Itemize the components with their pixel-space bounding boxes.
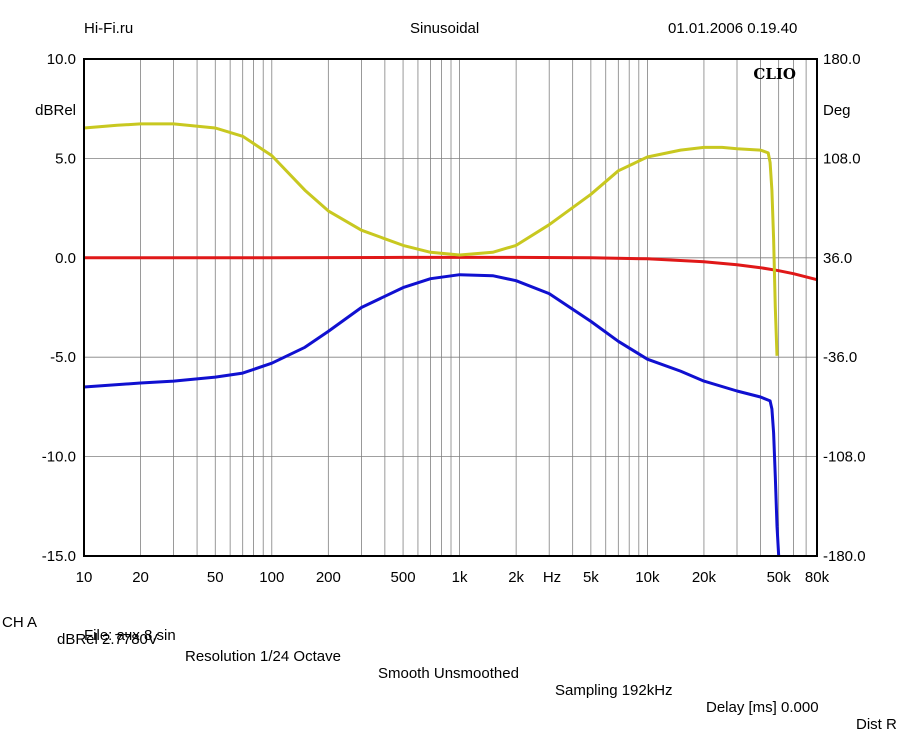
y-left-tick-label: -15.0	[42, 548, 76, 565]
delay-label: Delay [ms] 0.000	[706, 699, 819, 716]
x-tick-label: 2k	[508, 569, 524, 586]
x-tick-label: 50	[207, 569, 224, 586]
channel-label: CH A	[2, 614, 38, 631]
x-tick-label: 200	[316, 569, 341, 586]
y-right-tick-label: -180.0	[823, 548, 866, 565]
file-name: File: ачх 8.sin	[84, 627, 176, 644]
header-datetime: 01.01.2006 0.19.40	[668, 20, 798, 37]
dist-label: Dist R	[856, 716, 897, 733]
plot-background	[84, 59, 817, 556]
x-tick-label: 10k	[635, 569, 660, 586]
y-left-tick-label: 10.0	[47, 51, 76, 68]
sampling-label: Sampling 192kHz	[555, 682, 673, 699]
y-left-axis-label: dBRel	[35, 102, 76, 119]
header-mode: Sinusoidal	[410, 20, 480, 37]
series-group	[83, 122, 818, 557]
tick-labels: 10 20 50 100 200 500 1k 2k 5k 10k 20k 50k 80k 10.0 5.0…	[42, 51, 866, 586]
x-tick-label: 20k	[692, 569, 717, 586]
x-tick-label: 1k	[452, 569, 468, 586]
unit-label: dBRel 2.7780V	[57, 631, 158, 648]
resolution-label: Resolution 1/24 Octave	[185, 648, 341, 665]
y-left-tick-label: 0.0	[55, 250, 76, 267]
x-tick-label: 100	[259, 569, 284, 586]
y-left-tick-label: -5.0	[50, 349, 76, 366]
y-right-tick-label: 108.0	[823, 150, 861, 167]
smooth-label: Smooth Unsmoothed	[378, 665, 519, 682]
plot-frame	[83, 58, 818, 557]
x-tick-label: 20	[132, 569, 149, 586]
y-left-tick-label: -10.0	[42, 449, 76, 466]
y-right-tick-label: -36.0	[823, 349, 857, 366]
measurement-info: CH A dBRel 2.7780V Resolution 1/24 Octav…	[0, 597, 897, 733]
series-line-1	[84, 255, 818, 282]
y-right-tick-label: 36.0	[823, 250, 852, 267]
y-right-axis-label: Deg	[823, 102, 851, 119]
x-tick-label: 500	[391, 569, 416, 586]
y-left-tick-label: 5.0	[55, 150, 76, 167]
clio-logo: CLIO	[753, 65, 796, 83]
series-line-3	[83, 122, 779, 356]
x-tick-label: 50k	[767, 569, 792, 586]
y-right-tick-label: -108.0	[823, 449, 866, 466]
frequency-response-chart: CLIO dBRel Deg Hz 10 20 50 100 200 500 1k 2k 5k 1…	[35, 51, 866, 586]
y-right-tick-label: 180.0	[823, 51, 861, 68]
series-line-2	[83, 273, 781, 557]
x-tick-label: 5k	[583, 569, 599, 586]
x-tick-label: 10	[76, 569, 93, 586]
header-site: Hi-Fi.ru	[84, 20, 134, 37]
x-tick-label: 80k	[805, 569, 830, 586]
x-axis-label: Hz	[543, 569, 561, 586]
